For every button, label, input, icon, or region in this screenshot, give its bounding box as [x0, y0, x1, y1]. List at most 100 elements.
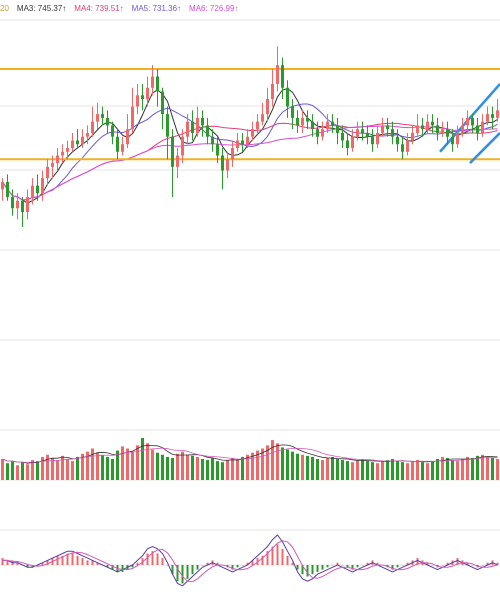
volume-bar: [61, 455, 64, 480]
volume-bar: [311, 456, 314, 480]
candle: [241, 132, 244, 152]
volume-bar: [201, 459, 204, 480]
volume-bar: [221, 462, 224, 480]
macd-bar: [196, 565, 199, 570]
candle: [416, 114, 419, 137]
candle: [421, 117, 424, 137]
candle-body: [1, 181, 4, 190]
grid: [0, 19, 500, 566]
macd-bar: [76, 555, 79, 565]
volume-bar: [446, 457, 449, 480]
candle: [211, 129, 214, 152]
candle-body: [231, 148, 234, 160]
candle-body: [141, 95, 144, 100]
candle-body: [246, 136, 249, 145]
macd-bar: [446, 562, 449, 565]
candle-body: [406, 140, 409, 152]
candle: [286, 80, 289, 118]
macd-bar: [336, 562, 339, 565]
candle: [191, 110, 194, 141]
macd-bar: [471, 565, 474, 566]
macd-bar: [341, 565, 344, 566]
macd-bar: [276, 544, 279, 565]
candle-body: [166, 114, 169, 137]
candle: [151, 65, 154, 96]
volume-bar: [111, 459, 114, 480]
candle: [266, 87, 269, 122]
candle-body: [186, 121, 189, 137]
candle-body: [71, 140, 74, 148]
candle-body: [16, 200, 19, 209]
volume-bar: [281, 447, 284, 480]
candle-body: [411, 132, 414, 141]
candle-body: [111, 125, 114, 137]
volume-panel: [1, 438, 499, 480]
ma3-line: [2, 87, 498, 204]
candle: [1, 178, 4, 201]
candle-body: [401, 144, 404, 152]
candle-body: [161, 91, 164, 115]
candle-body: [221, 155, 224, 171]
candle-body: [156, 76, 159, 92]
macd-bar: [246, 562, 249, 565]
macd-bar: [291, 562, 294, 565]
candle: [436, 117, 439, 141]
volume-bar: [481, 454, 484, 480]
candle-body: [91, 121, 94, 133]
candle: [321, 121, 324, 141]
candle-body: [396, 136, 399, 145]
candle-body: [361, 129, 364, 133]
candle: [251, 121, 254, 141]
volume-bar: [461, 459, 464, 480]
candle-body: [81, 136, 84, 145]
macd-bar: [241, 565, 244, 566]
candle-body: [26, 196, 29, 212]
candle-body: [431, 121, 434, 126]
candle: [326, 114, 329, 133]
candle-body: [211, 136, 214, 145]
candle-body: [451, 136, 454, 145]
candle: [271, 68, 274, 107]
volume-bar: [101, 454, 104, 480]
trendline-0: [439, 83, 500, 153]
candle: [331, 114, 334, 133]
candle-body: [281, 65, 284, 88]
candle: [171, 129, 174, 197]
macd-bar: [106, 565, 109, 568]
candle-body: [341, 132, 344, 141]
volume-bar: [291, 451, 294, 480]
trendline-1: [469, 132, 500, 164]
volume-bar: [466, 456, 469, 480]
volume-bar: [361, 459, 364, 480]
candle-body: [291, 106, 294, 118]
candle: [71, 132, 74, 152]
candle-body: [251, 129, 254, 137]
candle-body: [446, 129, 449, 137]
candle-body: [196, 117, 199, 133]
volume-bar: [491, 457, 494, 480]
macd-bar: [406, 562, 409, 565]
candle: [86, 125, 89, 145]
candle-body: [301, 117, 304, 126]
candle-body: [311, 121, 314, 130]
macd-bar: [146, 553, 149, 565]
candle: [11, 189, 14, 216]
macd-bar: [121, 565, 124, 572]
volume-bar: [166, 456, 169, 480]
volume-bar: [441, 456, 444, 480]
volume-bar: [186, 454, 189, 480]
candle: [231, 140, 234, 167]
macd-bar: [496, 562, 499, 565]
volume-bar: [241, 456, 244, 480]
volume-ma-line-2: [2, 447, 498, 463]
volume-bar: [431, 461, 434, 480]
macd-bar: [351, 565, 354, 570]
candle: [176, 148, 179, 179]
candle: [236, 132, 239, 152]
volume-bar: [141, 438, 144, 480]
candle: [451, 129, 454, 152]
macd-bar: [456, 558, 459, 565]
candle-body: [336, 125, 339, 133]
candle: [186, 114, 189, 145]
legend-ma5: MA5: 731.36↑: [131, 4, 182, 13]
